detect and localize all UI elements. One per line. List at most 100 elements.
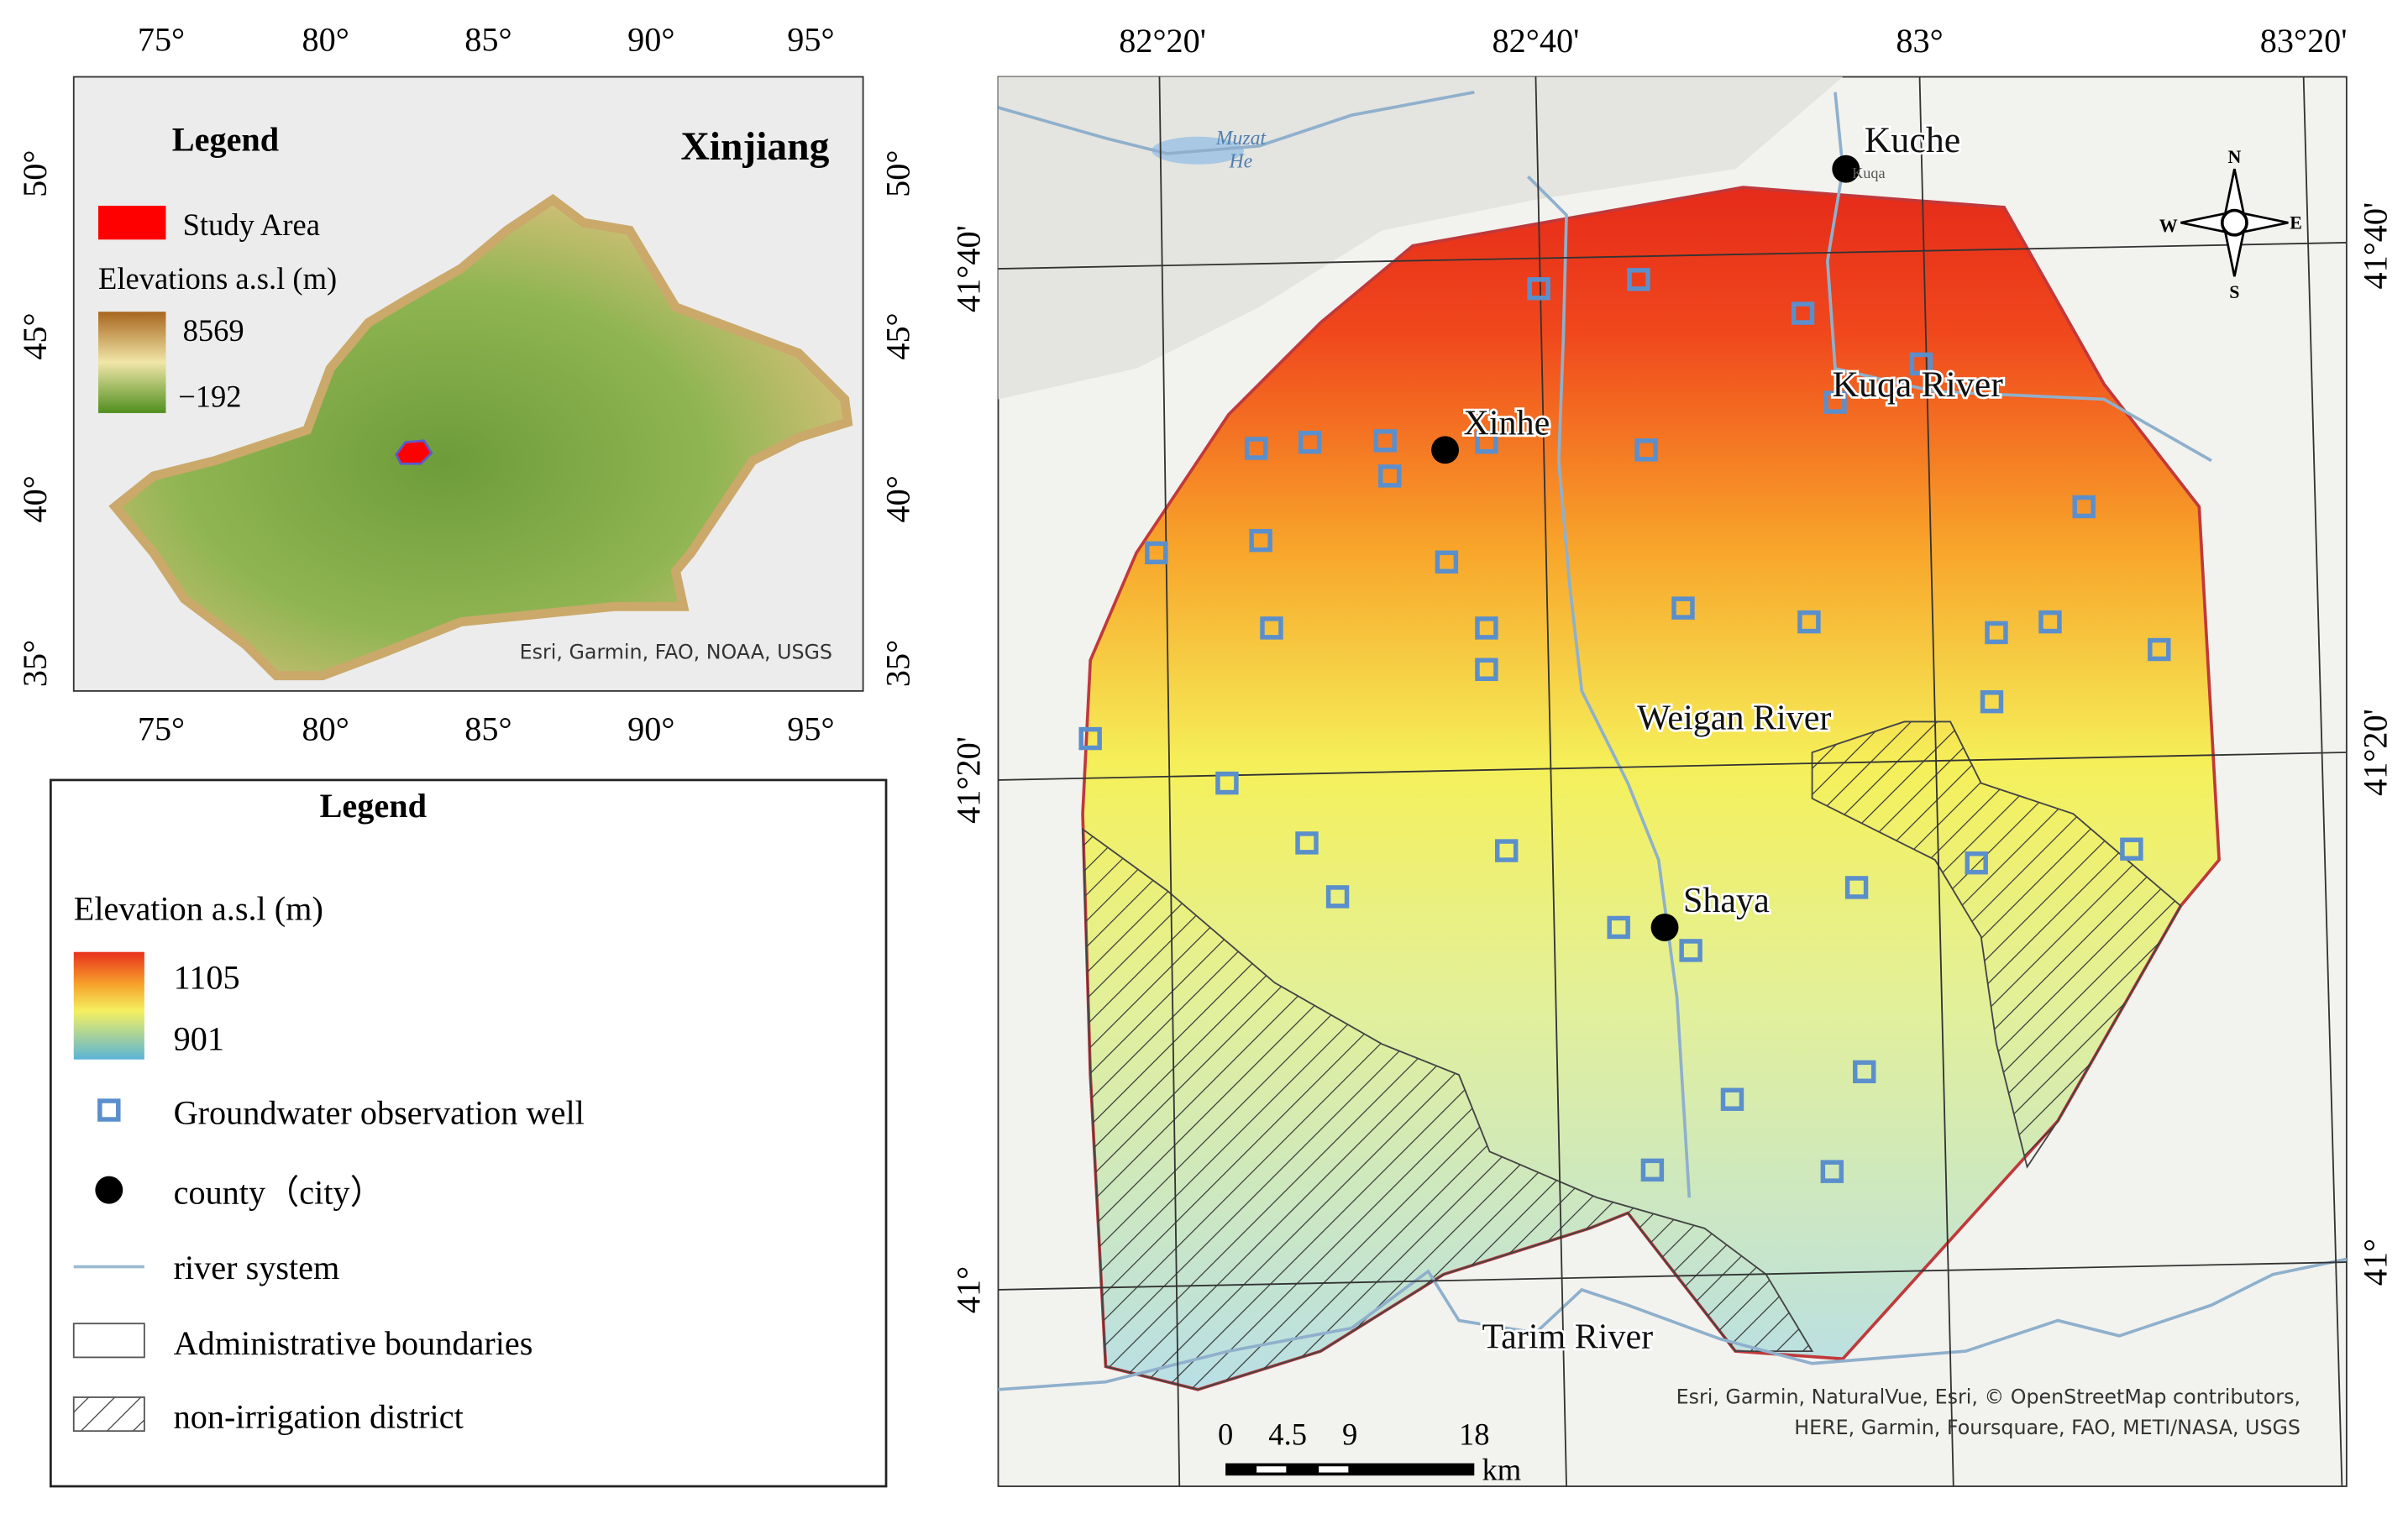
scale-segment — [1225, 1463, 1475, 1476]
scale-segment — [1256, 1466, 1287, 1473]
scale-label: 18 — [1459, 1417, 1490, 1452]
legend-item: county（city） — [174, 1174, 384, 1212]
graticule-line — [1158, 76, 1181, 1487]
well — [1494, 839, 1519, 862]
lat-label: 50° — [16, 150, 54, 197]
lon-label: 95° — [787, 20, 834, 58]
county — [1650, 914, 1679, 941]
legend-elevation-title: Elevation a.s.l (m) — [74, 889, 323, 927]
inset-elevation-max: 8569 — [183, 313, 244, 348]
lon-label: 80° — [302, 710, 349, 747]
graticule — [998, 76, 2347, 1487]
lat-label: 50° — [879, 150, 916, 197]
region-name: Xinjiang — [680, 125, 829, 169]
well — [1607, 915, 1630, 940]
lon-label: 75° — [138, 20, 185, 58]
well — [1249, 528, 1272, 553]
compass — [2180, 168, 2289, 277]
scale-segment — [1319, 1466, 1349, 1473]
well — [1720, 1087, 1744, 1111]
well — [1853, 1060, 1876, 1084]
lat-label: 41°20' — [950, 736, 988, 824]
well — [1298, 430, 1322, 454]
place-label: Kuqa — [1852, 165, 1886, 181]
lat-label: 35° — [879, 640, 916, 687]
lat-label: 35° — [16, 640, 54, 687]
well — [1679, 939, 1702, 962]
river — [998, 1257, 2348, 1391]
legend-elevation-min: 901 — [174, 1020, 224, 1058]
legend-elevation-max: 1105 — [174, 959, 240, 997]
well — [1475, 616, 1498, 640]
lon-label: 85° — [464, 20, 512, 58]
lat-label: 40° — [16, 475, 54, 522]
river — [997, 90, 1475, 155]
study-area-swatch — [98, 206, 166, 240]
well — [1527, 277, 1550, 301]
lon-label: 80° — [302, 20, 349, 58]
lon-label: 95° — [787, 710, 834, 747]
lon-label: 90° — [627, 710, 674, 747]
well — [1295, 831, 1319, 855]
place-label: Tarim River — [1482, 1318, 1653, 1356]
place-label: Kuche — [1865, 120, 1961, 160]
county — [1832, 155, 1860, 183]
legend-elevation-ramp — [73, 951, 144, 1060]
rivers — [997, 90, 2348, 1391]
inset-elevation-title: Elevations a.s.l (m) — [98, 261, 337, 296]
main-map: 82°20' 82°40' 83° 83°20' 41°40' 41°40' 41°20' 4… — [950, 22, 2394, 1487]
well — [1435, 550, 1459, 574]
scale-label: 0 — [1218, 1417, 1233, 1452]
lon-label: 75° — [138, 710, 185, 747]
compass-label: E — [2290, 212, 2302, 233]
place-label: Kuqa River — [1832, 364, 2003, 405]
well — [1640, 1158, 1665, 1182]
graticule-line — [998, 1261, 2347, 1291]
well — [1634, 438, 1658, 462]
legend-item: non-irrigation district — [174, 1398, 464, 1436]
graticule-line — [1535, 76, 1567, 1487]
lat-label: 41°40' — [950, 225, 988, 312]
well — [1244, 437, 1268, 460]
well — [2120, 837, 2143, 861]
lat-label: 41° — [2356, 1239, 2394, 1286]
lat-label: 45° — [879, 312, 916, 359]
well — [1373, 429, 1397, 453]
graticule-line — [2302, 76, 2343, 1487]
compass-label: W — [2159, 215, 2178, 236]
non-irrigation-district — [1811, 720, 2182, 1169]
county — [1431, 436, 1460, 464]
inset-ticks: 75° 75° 80° 80° 85° 85° 90° 90° 95° 95° 50° 50° 45° 4… — [16, 20, 917, 747]
place-label: He — [1229, 150, 1253, 172]
non-irrigation-district — [1082, 827, 1814, 1391]
well-symbol — [97, 1098, 121, 1122]
non-irrigation-symbol — [72, 1396, 145, 1433]
inset-elevation-ramp — [98, 312, 166, 413]
well — [2038, 610, 2062, 634]
wells — [1078, 268, 2171, 1183]
well — [1260, 616, 1283, 640]
well — [1475, 430, 1498, 454]
well — [1325, 885, 1350, 909]
lat-label: 40° — [879, 475, 916, 522]
place-label: Muzat — [1215, 128, 1267, 149]
well — [1475, 657, 1498, 681]
well — [1627, 268, 1650, 291]
scale-unit: km — [1482, 1453, 1521, 1487]
lon-label: 85° — [464, 710, 512, 747]
main-legend: Legend Elevation a.s.l (m) 1105 901 Grou… — [49, 778, 888, 1488]
lat-label: 41°20' — [2356, 709, 2394, 796]
well — [1797, 610, 1821, 634]
scale-label: 4.5 — [1268, 1417, 1307, 1452]
lat-label: 41°40' — [2356, 202, 2394, 290]
compass-label: S — [2229, 281, 2239, 302]
inset-attribution: Esri, Garmin, FAO, NOAA, USGS — [520, 640, 832, 663]
legend-frame — [49, 778, 888, 1488]
lat-label: 45° — [16, 312, 54, 359]
lon-label: 90° — [627, 20, 674, 58]
county-symbol — [95, 1176, 123, 1204]
legend-item: Groundwater observation well — [174, 1093, 585, 1131]
well — [1145, 541, 1168, 565]
